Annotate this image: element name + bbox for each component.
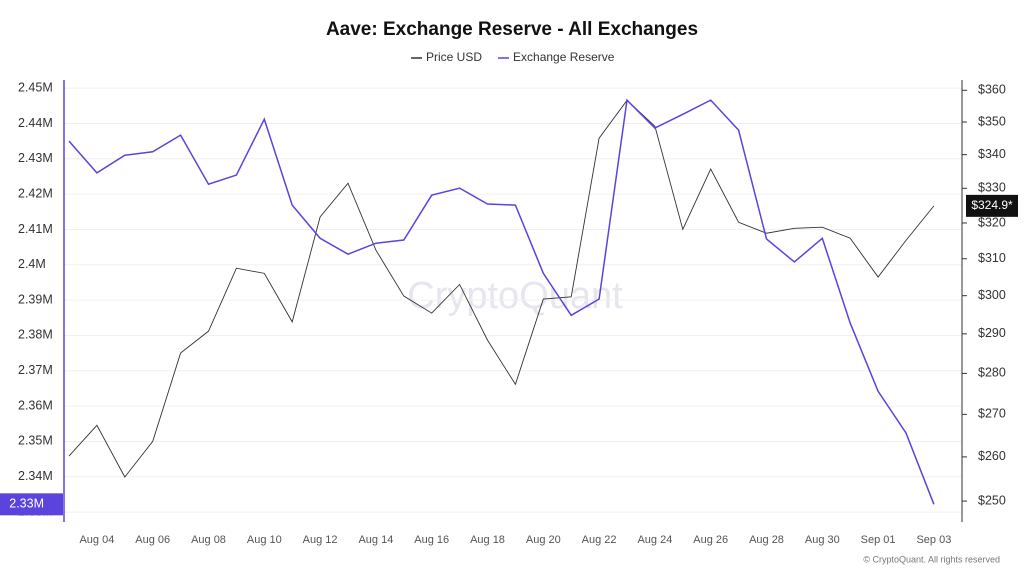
x-tick-label: Aug 26 (693, 534, 728, 546)
watermark: CryptoQuant (407, 275, 623, 317)
x-tick-label: Aug 22 (582, 534, 617, 546)
x-tick-label: Aug 28 (749, 534, 784, 546)
y2-tick-label: $260 (978, 449, 1006, 463)
footer: © CryptoQuant. All rights reserved (863, 554, 1000, 564)
y-tick-label: 2.43M (18, 151, 53, 165)
x-tick-label: Aug 10 (247, 534, 282, 546)
x-tick-label: Aug 08 (191, 534, 226, 546)
y2-tick-label: $340 (978, 147, 1006, 161)
series-line (68, 98, 935, 505)
y-tick-label: 2.35M (18, 434, 53, 448)
x-tick-label: Aug 24 (637, 534, 672, 546)
y-tick-label: 2.34M (18, 469, 53, 483)
x-tick-label: Aug 04 (79, 534, 114, 546)
x-tick-label: Aug 06 (135, 534, 170, 546)
y-tick-label: 2.36M (18, 398, 53, 412)
y-tick-label: 2.44M (18, 116, 53, 130)
y-tick-label: 2.37M (18, 363, 53, 377)
x-tick-label: Aug 12 (303, 534, 338, 546)
y-tick-label: 2.41M (18, 222, 53, 236)
y-tick-label: 2.45M (18, 80, 53, 94)
x-tick-label: Aug 14 (358, 534, 393, 546)
legend: Price USD Exchange Reserve (411, 50, 615, 64)
y-tick-label: 2.4M (18, 257, 46, 271)
x-tick-label: Aug 18 (470, 534, 505, 546)
x-tick-label: Aug 16 (414, 534, 449, 546)
y2-tick-label: $290 (978, 326, 1006, 340)
value-label: $324.9* (971, 198, 1013, 212)
y-tick-label: 2.39M (18, 292, 53, 306)
y2-tick-label: $360 (978, 83, 1006, 97)
y2-tick-label: $250 (978, 493, 1006, 507)
series-line (68, 99, 935, 478)
x-tick-label: Sep 03 (916, 534, 951, 546)
y2-tick-label: $330 (978, 181, 1006, 195)
legend-label: Price USD (426, 50, 482, 64)
y2-tick-label: $270 (978, 407, 1006, 421)
y2-tick-label: $280 (978, 366, 1006, 380)
value-label: 2.33M (9, 497, 44, 511)
x-tick-label: Aug 20 (526, 534, 561, 546)
y2-tick-label: $310 (978, 251, 1006, 265)
y2-tick-label: $350 (978, 114, 1006, 128)
value-tag (0, 493, 63, 516)
y2-tick-label: $300 (978, 288, 1006, 302)
y-tick-label: 2.42M (18, 186, 53, 200)
y2-tick-label: $320 (978, 215, 1006, 229)
legend-label: Exchange Reserve (513, 50, 615, 64)
chart-title: Aave: Exchange Reserve - All Exchanges (326, 19, 698, 40)
x-tick-label: Sep 01 (861, 534, 896, 546)
value-tag (966, 194, 1018, 217)
x-tick-label: Aug 30 (805, 534, 840, 546)
y-tick-label: 2.38M (18, 328, 53, 342)
